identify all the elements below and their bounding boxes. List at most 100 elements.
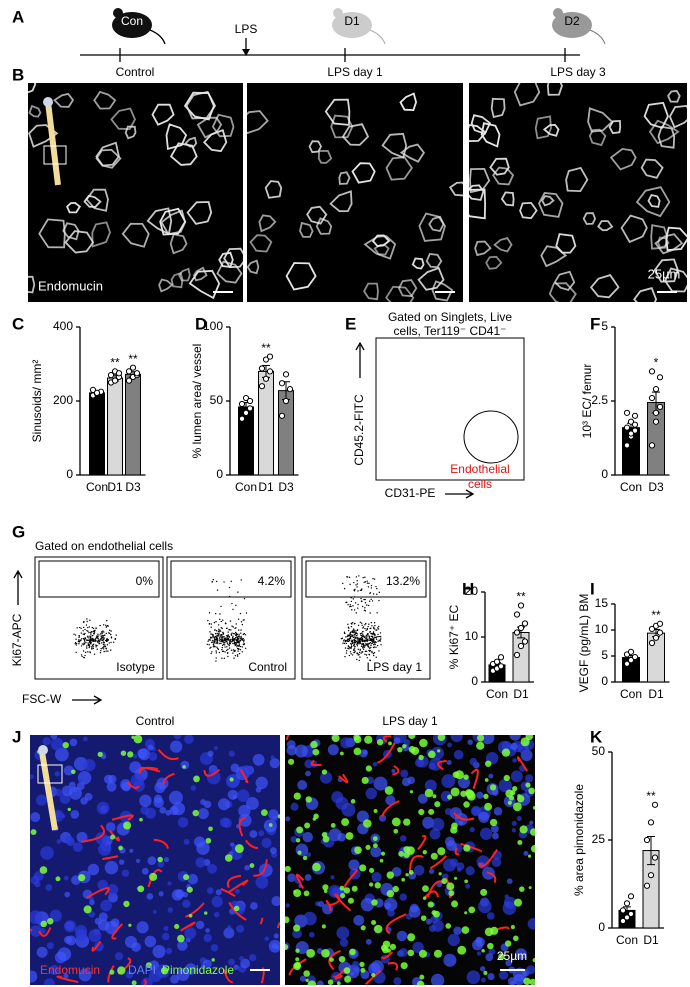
event <box>375 585 377 588</box>
hypoxia <box>393 828 399 834</box>
hypoxia <box>322 884 329 891</box>
nucleus <box>66 935 77 946</box>
event <box>99 639 102 641</box>
event <box>366 637 368 639</box>
event <box>350 600 353 603</box>
event <box>222 632 225 635</box>
vessel <box>109 830 120 842</box>
event <box>354 641 356 643</box>
panel-label: D <box>195 314 207 333</box>
event <box>375 656 377 658</box>
nucleus <box>328 884 342 898</box>
nucleus <box>177 940 188 951</box>
nucleus <box>152 944 166 959</box>
event <box>96 644 98 647</box>
data-point <box>648 442 656 449</box>
hypoxia <box>481 948 485 953</box>
event <box>219 634 221 636</box>
vessel <box>325 899 332 911</box>
event <box>369 612 371 614</box>
event <box>91 638 94 640</box>
event <box>78 643 80 645</box>
event <box>356 641 358 643</box>
vessel <box>299 221 314 238</box>
nucleus <box>414 758 425 768</box>
panel-label: B <box>12 65 24 84</box>
event <box>223 635 225 638</box>
event <box>241 623 244 626</box>
axis-label: CD45.2-FITC <box>352 394 366 466</box>
event <box>356 633 358 635</box>
event <box>369 627 371 630</box>
nucleus <box>429 828 441 840</box>
axis-label: CD31-PE <box>385 486 436 500</box>
data-point <box>651 854 659 861</box>
hypoxia <box>418 949 428 958</box>
scale-label: 25µm <box>648 266 681 281</box>
event <box>379 640 381 642</box>
data-point <box>627 893 635 900</box>
nucleus <box>237 789 250 802</box>
flow-plot <box>166 556 296 680</box>
nucleus <box>146 893 154 900</box>
event <box>377 633 379 636</box>
event <box>227 648 229 651</box>
event <box>79 639 81 641</box>
hypoxia <box>363 819 372 828</box>
hypoxia <box>109 969 115 975</box>
hypoxia <box>463 844 471 852</box>
vessel <box>185 902 205 918</box>
nucleus <box>417 793 428 804</box>
event <box>235 623 237 625</box>
nucleus <box>36 946 48 958</box>
event <box>235 639 238 642</box>
texture-group <box>28 83 243 300</box>
event <box>361 605 364 608</box>
nucleus <box>50 735 58 740</box>
vessel <box>665 226 687 252</box>
event <box>356 658 358 661</box>
event <box>207 619 209 622</box>
nucleus <box>153 794 163 804</box>
event <box>354 602 357 604</box>
nucleus <box>525 774 534 783</box>
vessel <box>276 922 280 929</box>
hypoxia <box>330 822 336 828</box>
nucleus <box>30 910 43 925</box>
event <box>229 620 232 622</box>
event <box>347 647 349 650</box>
hypoxia <box>454 876 458 880</box>
gate <box>305 560 427 598</box>
nucleus <box>170 740 183 753</box>
hypoxia <box>374 882 381 889</box>
event <box>100 647 102 650</box>
hypoxia <box>528 787 535 795</box>
hypoxia <box>434 801 441 808</box>
event <box>209 637 212 639</box>
event <box>215 650 217 652</box>
vessel <box>80 824 106 843</box>
vessel <box>203 768 220 777</box>
nucleus <box>490 824 499 833</box>
vessel <box>540 245 568 268</box>
nucleus <box>147 744 154 751</box>
event <box>215 637 217 640</box>
nucleus <box>384 902 392 909</box>
event <box>90 639 92 642</box>
event <box>351 609 353 611</box>
event <box>368 623 370 625</box>
hypoxia <box>484 778 489 782</box>
hypoxia <box>407 949 415 957</box>
nucleus <box>63 920 77 933</box>
event <box>223 638 226 641</box>
nucleus <box>465 883 471 889</box>
vessel <box>381 951 393 960</box>
icon-label: D2 <box>564 14 580 28</box>
hypoxia <box>427 901 434 908</box>
data-point <box>242 394 250 402</box>
nucleus <box>526 965 535 975</box>
event <box>84 637 87 640</box>
event <box>242 633 245 636</box>
hypoxia <box>182 765 186 769</box>
nucleus <box>129 848 134 853</box>
